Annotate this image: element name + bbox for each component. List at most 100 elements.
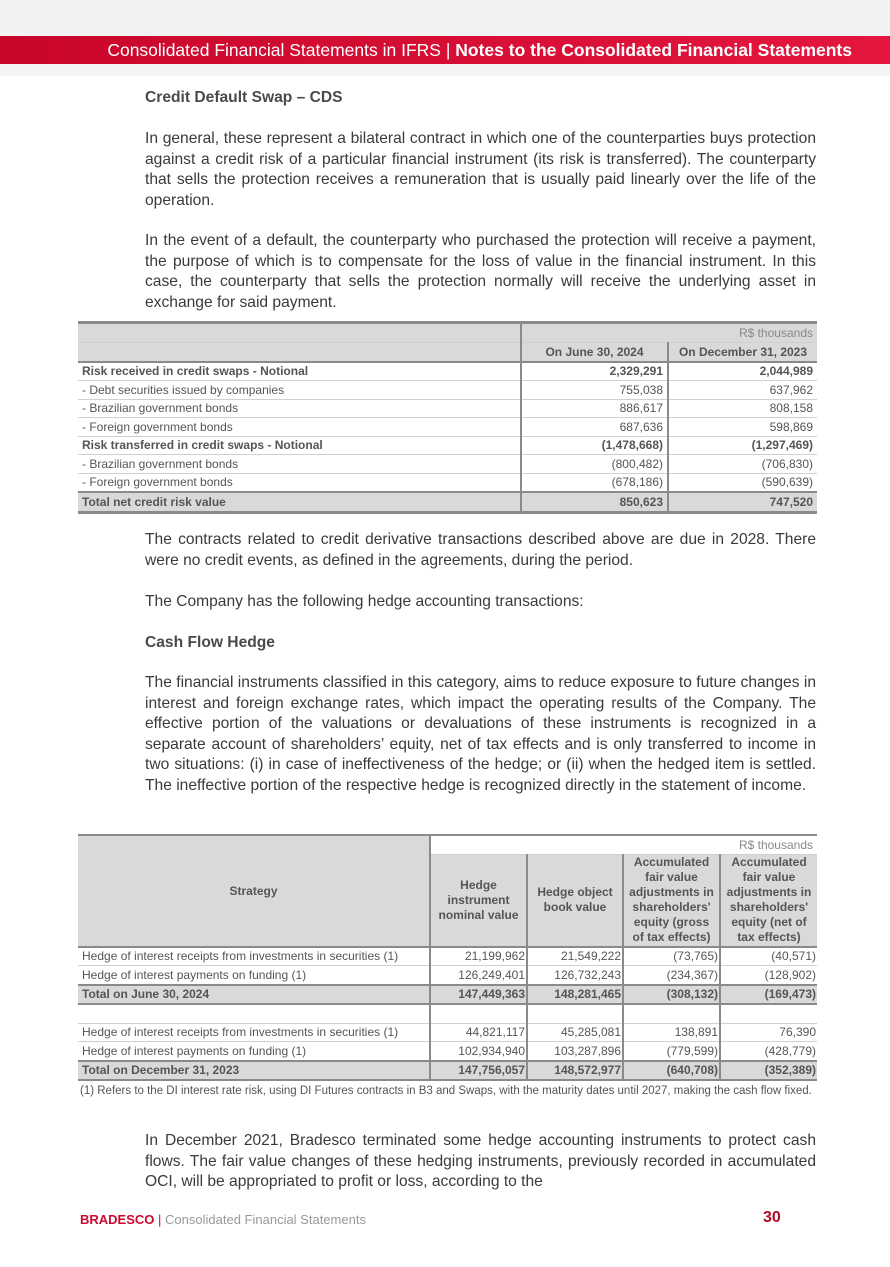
cell-value: 147,756,057 bbox=[429, 1059, 527, 1081]
cell-value: (169,473) bbox=[719, 983, 817, 1005]
table2-footnote: (1) Refers to the DI interest rate risk,… bbox=[80, 1085, 812, 1097]
header-title: Notes to the Consolidated Financial Stat… bbox=[455, 40, 852, 60]
row-label: - Debt securities issued by companies bbox=[78, 380, 521, 400]
cell-value: 138,891 bbox=[622, 1023, 720, 1042]
cell-value: (128,902) bbox=[719, 965, 817, 985]
header-separator: | bbox=[445, 40, 451, 60]
cell-value: (706,830) bbox=[667, 454, 817, 474]
cds-paragraph-2: In the event of a default, the counterpa… bbox=[145, 232, 816, 311]
cell-value: 126,732,243 bbox=[526, 965, 623, 985]
contracts-paragraph: The contracts related to credit derivati… bbox=[145, 531, 816, 569]
cell-value: 637,962 bbox=[667, 380, 817, 400]
header-section: Consolidated Financial Statements in IFR… bbox=[107, 40, 441, 60]
table2-unit: R$ thousands bbox=[429, 835, 817, 855]
cds-heading: Credit Default Swap – CDS bbox=[145, 89, 343, 106]
credit-swaps-table: R$ thousands On June 30, 2024 On Decembe… bbox=[78, 321, 817, 514]
row-label: Hedge of interest payments on funding (1… bbox=[78, 965, 430, 985]
cell-value: 2,044,989 bbox=[667, 361, 817, 381]
spacer-row bbox=[78, 1004, 817, 1024]
strategy-header: Strategy bbox=[78, 835, 430, 948]
cell-value: 21,199,962 bbox=[429, 946, 527, 966]
footer-title: Consolidated Financial Statements bbox=[165, 1212, 366, 1227]
table-row: Hedge of interest payments on funding (1… bbox=[78, 1041, 817, 1061]
cell-value: 687,636 bbox=[520, 417, 668, 437]
cell-value: (352,389) bbox=[719, 1059, 817, 1081]
cell-value: 76,390 bbox=[719, 1023, 817, 1042]
cell-value: (640,708) bbox=[622, 1059, 720, 1081]
table-row: Hedge of interest payments on funding (1… bbox=[78, 965, 817, 985]
table2-col-header: Accumulated fair value adjustments in sh… bbox=[622, 854, 720, 948]
table2-col-header: Hedge instrument nominal value bbox=[429, 854, 527, 948]
table-row: - Brazilian government bonds 886,617 808,1… bbox=[78, 399, 817, 418]
cell-value: (800,482) bbox=[520, 454, 668, 474]
cell-value: 2,329,291 bbox=[520, 361, 668, 381]
table2-col-header: Hedge object book value bbox=[526, 854, 623, 948]
cell-value: (1,297,469) bbox=[667, 436, 817, 455]
table1-header-blank bbox=[78, 342, 521, 363]
table-row: Risk received in credit swaps - Notional… bbox=[78, 361, 817, 381]
row-label: - Foreign government bonds bbox=[78, 417, 521, 437]
cell-value: 808,158 bbox=[667, 399, 817, 418]
row-label: - Brazilian government bonds bbox=[78, 454, 521, 474]
table2-total-2024-row: Total on June 30, 2024 147,449,363 148,2… bbox=[78, 983, 817, 1005]
footer-brand: BRADESCO bbox=[80, 1212, 155, 1227]
cell-value: (779,599) bbox=[622, 1041, 720, 1061]
table-row: - Foreign government bonds (678,186) (590,… bbox=[78, 473, 817, 493]
table-row: Risk transferred in credit swaps - Notio… bbox=[78, 436, 817, 455]
row-label: Hedge of interest receipts from investme… bbox=[78, 946, 430, 966]
cell-value: (73,765) bbox=[622, 946, 720, 966]
table-row: - Debt securities issued by companies 755… bbox=[78, 380, 817, 400]
cell-value: (590,639) bbox=[667, 473, 817, 493]
cash-flow-hedge-paragraph: The financial instruments classified in … bbox=[145, 674, 816, 794]
row-label: Hedge of interest payments on funding (1… bbox=[78, 1041, 430, 1061]
cell-value: 45,285,081 bbox=[526, 1023, 623, 1042]
row-label: Total net credit risk value bbox=[78, 491, 521, 513]
table1-col-header: On December 31, 2023 bbox=[667, 342, 817, 363]
top-band bbox=[0, 0, 890, 36]
cell-value: (308,132) bbox=[622, 983, 720, 1005]
sub-band bbox=[0, 64, 890, 76]
footer-separator: | bbox=[158, 1212, 162, 1227]
hedge-intro-paragraph: The Company has the following hedge acco… bbox=[145, 593, 584, 610]
table1-blank bbox=[78, 322, 521, 343]
closing-paragraph: In December 2021, Bradesco terminated so… bbox=[145, 1132, 816, 1190]
cell-value: 850,623 bbox=[520, 491, 668, 513]
table2-total-2023-row: Total on December 31, 2023 147,756,057 1… bbox=[78, 1059, 817, 1081]
table-row: - Brazilian government bonds (800,482) (70… bbox=[78, 454, 817, 474]
row-label: Total on June 30, 2024 bbox=[78, 983, 430, 1005]
cell-value: (428,779) bbox=[719, 1041, 817, 1061]
row-label: Total on December 31, 2023 bbox=[78, 1059, 430, 1081]
table-row: - Foreign government bonds 687,636 598,869 bbox=[78, 417, 817, 437]
row-label: - Brazilian government bonds bbox=[78, 399, 521, 418]
cell-value: 126,249,401 bbox=[429, 965, 527, 985]
row-label: Risk transferred in credit swaps - Notio… bbox=[78, 436, 521, 455]
page-footer: BRADESCO | Consolidated Financial Statem… bbox=[80, 1212, 366, 1227]
row-label: Hedge of interest receipts from investme… bbox=[78, 1023, 430, 1042]
row-label: - Foreign government bonds bbox=[78, 473, 521, 493]
cell-value: 747,520 bbox=[667, 491, 817, 513]
cell-value: 148,281,465 bbox=[526, 983, 623, 1005]
cds-paragraph-1: In general, these represent a bilateral … bbox=[145, 130, 816, 209]
cash-flow-hedge-heading: Cash Flow Hedge bbox=[145, 634, 275, 651]
table1-col-header: On June 30, 2024 bbox=[520, 342, 668, 363]
cell-value: (1,478,668) bbox=[520, 436, 668, 455]
cell-value: 886,617 bbox=[520, 399, 668, 418]
cell-value: (678,186) bbox=[520, 473, 668, 493]
table2-col-header: Accumulated fair value adjustments in sh… bbox=[719, 854, 817, 948]
table1-total-row: Total net credit risk value 850,623 747,… bbox=[78, 491, 817, 513]
cell-value: 102,934,940 bbox=[429, 1041, 527, 1061]
page-header-banner: Consolidated Financial Statements in IFR… bbox=[0, 36, 890, 64]
cell-value: 598,869 bbox=[667, 417, 817, 437]
cell-value: 103,287,896 bbox=[526, 1041, 623, 1061]
cash-flow-hedge-table: Strategy R$ thousands Hedge instrument n… bbox=[78, 834, 817, 1081]
cell-value: (40,571) bbox=[719, 946, 817, 966]
cell-value: 147,449,363 bbox=[429, 983, 527, 1005]
cell-value: 148,572,977 bbox=[526, 1059, 623, 1081]
table-row: Hedge of interest receipts from investme… bbox=[78, 946, 817, 966]
cell-value: 44,821,117 bbox=[429, 1023, 527, 1042]
page-number: 30 bbox=[763, 1209, 781, 1226]
cell-value: (234,367) bbox=[622, 965, 720, 985]
table1-unit: R$ thousands bbox=[520, 322, 817, 343]
cell-value: 21,549,222 bbox=[526, 946, 623, 966]
row-label: Risk received in credit swaps - Notional bbox=[78, 361, 521, 381]
